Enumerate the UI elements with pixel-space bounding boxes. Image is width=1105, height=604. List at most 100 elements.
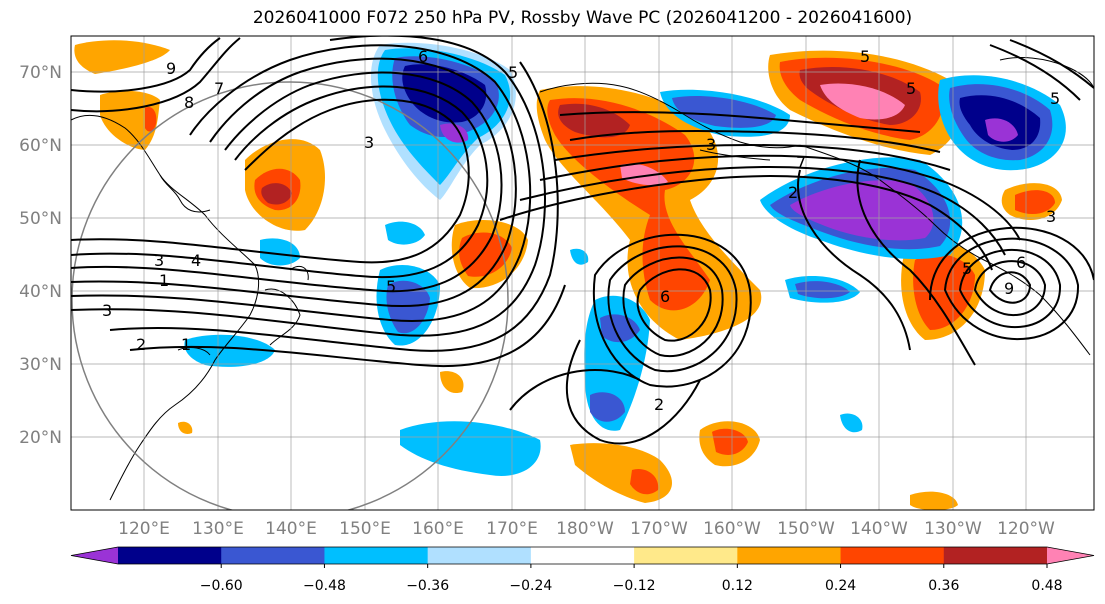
lon-label: 150°E <box>339 519 391 539</box>
contour-label: 3 <box>706 135 716 154</box>
contour-label: 3 <box>364 133 374 152</box>
colorbar-extend-high <box>1047 547 1094 564</box>
contour-line <box>622 256 724 358</box>
colorbar-tick-label: 0.12 <box>722 578 753 594</box>
coastline <box>177 347 211 356</box>
colorbar-bin <box>530 547 635 564</box>
anomaly-cyan <box>184 334 275 367</box>
colorbar-bin <box>840 547 945 564</box>
contour-label: 5 <box>962 259 972 278</box>
contour-line <box>71 98 470 264</box>
contour-line <box>509 369 641 411</box>
anomaly-cyan <box>385 221 425 245</box>
contour-line <box>71 85 489 279</box>
contour-line <box>519 166 1006 256</box>
colorbar: −0.60 −0.48 −0.36 −0.24 −0.12 0.12 0.24 0.36 0.4… <box>70 546 1095 594</box>
contour-line <box>565 339 701 445</box>
contour-line <box>797 169 911 351</box>
lon-label: 140°E <box>265 519 317 539</box>
contour-line <box>71 71 503 293</box>
contour-line <box>856 159 976 366</box>
anomaly-pink <box>620 163 668 186</box>
colorbar-bin <box>427 547 532 564</box>
colorbar-tick-label: −0.48 <box>303 578 346 594</box>
colorbar-tick-label: 0.24 <box>825 578 856 594</box>
contour-line <box>988 271 1032 304</box>
contour-label: 7 <box>796 153 806 172</box>
coastline <box>264 288 301 346</box>
colorbar-tick-label: 0.36 <box>928 578 959 594</box>
colorbar-bin <box>324 547 429 564</box>
pv-contours <box>71 36 1094 445</box>
colorbar-tick-label: −0.60 <box>200 578 243 594</box>
anomaly-red <box>145 106 157 132</box>
contour-label: 5 <box>508 63 518 82</box>
map-title: 2026041000 F072 250 hPa PV, Rossby Wave … <box>252 8 913 28</box>
coastline <box>71 115 260 501</box>
lat-label: 40°N <box>19 282 62 302</box>
contour-line <box>559 111 921 133</box>
contour-line <box>129 284 566 367</box>
contour-label: 9 <box>166 59 176 78</box>
anomaly-red <box>913 254 975 330</box>
anomaly-cyan <box>570 248 589 265</box>
contour-line <box>569 129 941 153</box>
lat-label: 20°N <box>19 428 62 448</box>
contour-label: 5 <box>1050 89 1060 108</box>
map-panel: 9 8 7 6 5 3 3 4 1 3 2 1 5 3 7 2 6 5 5 3 … <box>71 36 1094 510</box>
colorbar-tick-label: −0.24 <box>509 578 552 594</box>
graticule <box>71 36 1094 510</box>
contour-line <box>71 37 241 113</box>
map-frame <box>70 35 1095 511</box>
anomaly-orange <box>910 491 958 510</box>
contour-label: 2 <box>788 183 798 202</box>
contour-line <box>929 226 1094 301</box>
contour-label: 6 <box>660 287 670 306</box>
longitude-labels: 120°E 130°E 140°E 150°E 160°E 170°E 180°… <box>118 519 1055 539</box>
reference-circle <box>71 81 509 510</box>
contour-label: 1 <box>159 271 169 290</box>
contour-line <box>607 245 738 373</box>
lat-label: 60°N <box>19 136 62 156</box>
colorbar-tick-label: −0.12 <box>613 578 656 594</box>
colorbar-bin <box>118 547 222 564</box>
lon-label: 150°W <box>777 519 835 539</box>
anomaly-blue <box>590 392 625 422</box>
lon-label: 180°W <box>556 519 614 539</box>
colorbar-outline <box>70 546 1095 565</box>
latitude-labels: 70°N 60°N 50°N 40°N 30°N 20°N <box>19 63 62 448</box>
contour-label: 2 <box>654 395 664 414</box>
anomaly-blue <box>600 314 640 343</box>
coastline <box>799 144 1091 356</box>
contour-label: 5 <box>860 47 870 66</box>
colorbar-tick-label: −0.36 <box>406 578 449 594</box>
colorbar-bin <box>221 547 325 564</box>
anomaly-pink <box>820 83 905 120</box>
contour-line <box>636 268 712 342</box>
lat-label: 30°N <box>19 355 62 375</box>
anomaly-orange <box>74 40 170 74</box>
anomaly-purple <box>985 118 1018 142</box>
contour-label: 1 <box>181 335 191 354</box>
lon-label: 120°W <box>997 519 1055 539</box>
colorbar-bin <box>737 547 842 564</box>
anomaly-blue <box>672 95 776 128</box>
contour-line <box>989 44 1081 101</box>
contour-line <box>71 37 221 93</box>
contour-line <box>71 44 532 322</box>
anomaly-red <box>1015 190 1055 215</box>
lon-label: 140°W <box>850 519 908 539</box>
contour-line <box>71 57 517 307</box>
colorbar-extend-low <box>71 547 118 564</box>
anomaly-cyan <box>260 238 300 266</box>
contour-line <box>943 237 1080 340</box>
colorbar-bin <box>634 547 738 564</box>
lon-label: 160°E <box>412 519 464 539</box>
contour-label: 3 <box>1046 207 1056 226</box>
contour-label: 6 <box>418 47 428 66</box>
anomaly-cyan <box>840 413 863 433</box>
contour-label: 6 <box>1016 253 1026 272</box>
contour-label: 7 <box>214 79 224 98</box>
contour-label-layer: 9 8 7 6 5 3 3 4 1 3 2 1 5 3 7 2 6 5 5 3 … <box>102 47 1060 414</box>
